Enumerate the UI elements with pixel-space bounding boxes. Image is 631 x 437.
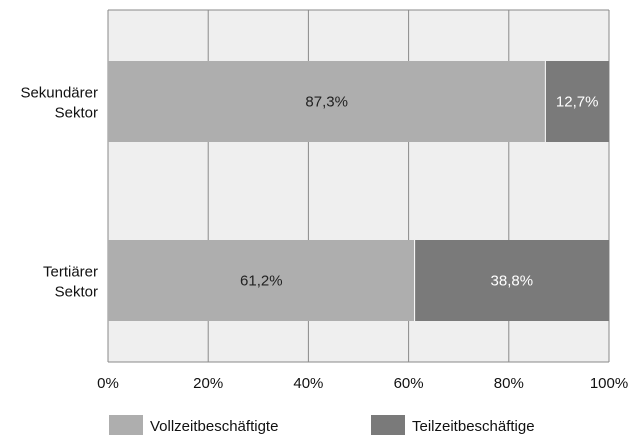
legend-swatch [109,415,143,435]
legend-swatch [371,415,405,435]
legend: Vollzeitbeschäftigte Teilzeitbeschäftige [109,415,535,435]
legend-label: Vollzeitbeschäftigte [150,418,278,435]
bar-segment-teilzeit [545,61,609,142]
x-tick-label: 20% [193,375,223,392]
data-labels: 87,3% 12,7% 61,2% 38,8% [240,94,598,290]
bars [108,61,609,321]
x-axis-tick-labels: 0% 20% 40% 60% 80% 100% [97,375,628,392]
data-label: 61,2% [240,273,283,290]
x-tick-label: 0% [97,375,119,392]
x-tick-label: 100% [590,375,628,392]
category-label: Tertiärer Sektor [43,264,98,301]
category-labels: Sekundärer Sektor Tertiärer Sektor [20,85,98,301]
category-label: Sekundärer Sektor [20,85,98,122]
x-tick-label: 80% [494,375,524,392]
legend-label: Teilzeitbeschäftige [412,418,535,435]
bar-segment-vollzeit [108,61,546,142]
data-label: 87,3% [305,94,348,111]
data-label: 12,7% [556,94,599,111]
x-tick-label: 60% [394,375,424,392]
data-label: 38,8% [491,273,534,290]
bar-segment-teilzeit [414,240,609,321]
x-tick-label: 40% [293,375,323,392]
bar-segment-vollzeit [108,240,415,321]
